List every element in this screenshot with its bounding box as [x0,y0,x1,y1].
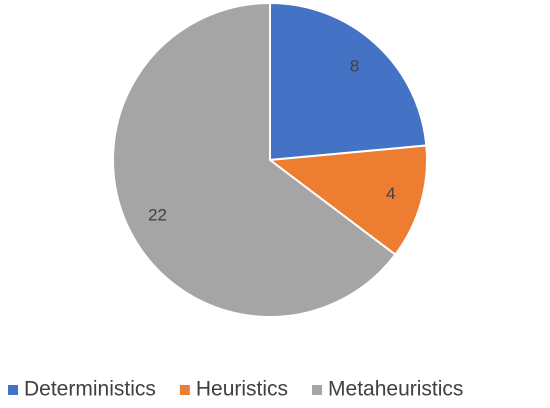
legend-swatch [8,385,18,395]
data-label: 4 [386,184,395,203]
pie-slice [112,1,397,318]
legend-label: Deterministics [24,378,156,401]
pie-slice [269,1,428,162]
pie-slice [267,144,428,257]
legend-swatch [312,385,323,395]
legend-label: Heuristics [196,378,288,401]
legend-label: Metaheuristics [328,378,463,401]
data-label: 8 [350,57,359,76]
data-label: 22 [148,205,167,224]
legend-swatch [179,385,190,395]
